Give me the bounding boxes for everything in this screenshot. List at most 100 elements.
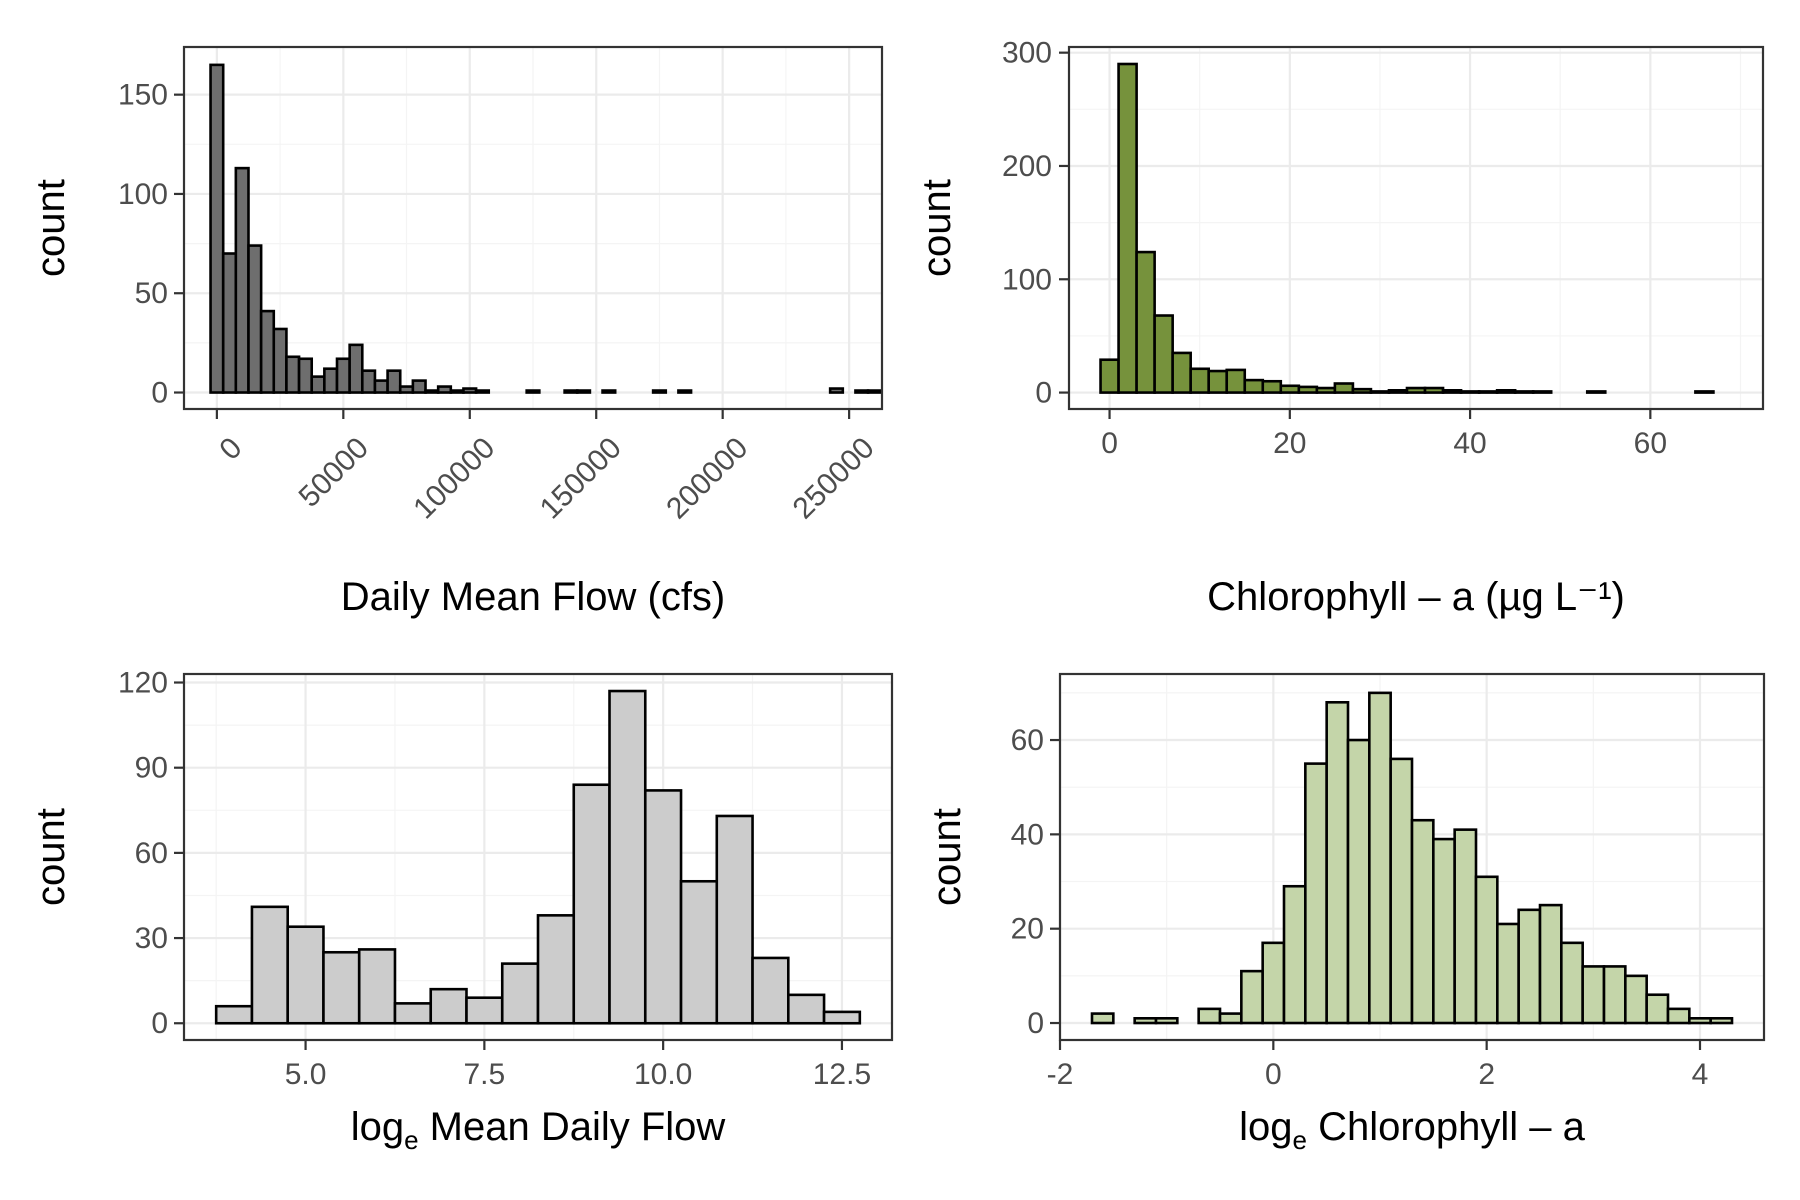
- x-axis-title: Daily Mean Flow (cfs): [341, 575, 726, 619]
- histogram-bar: [1410, 818, 1435, 1025]
- histogram-bar: [1351, 387, 1373, 394]
- histogram-bar: [323, 367, 339, 394]
- histogram-bar: [1517, 908, 1542, 1025]
- histogram-bar: [1333, 382, 1355, 394]
- histogram-bar: [1441, 389, 1463, 394]
- y-tick-label: 150: [118, 79, 168, 112]
- histogram-bar: [500, 962, 540, 1025]
- histogram-bar: [1387, 389, 1409, 394]
- histogram-bar: [828, 387, 845, 394]
- histogram-bar: [1225, 368, 1247, 394]
- histogram-bar: [1282, 884, 1307, 1025]
- histogram-bar: [386, 369, 402, 394]
- histogram-bar: [608, 689, 647, 1025]
- histogram-bar: [1453, 828, 1478, 1025]
- histogram-bar: [462, 387, 478, 394]
- histogram-bar: [572, 783, 611, 1025]
- histogram-bar: [1154, 1017, 1179, 1025]
- y-tick-label: 40: [1011, 818, 1044, 851]
- histogram-bar: [1135, 250, 1156, 394]
- histogram-bar: [465, 996, 504, 1025]
- y-tick-label: 50: [135, 277, 168, 310]
- histogram-bar: [247, 244, 263, 394]
- x-tick-label: 2: [1478, 1058, 1495, 1091]
- y-tick-label: 0: [151, 377, 168, 410]
- y-tick-label: 0: [1027, 1007, 1044, 1040]
- histogram-bar: [393, 1002, 433, 1025]
- panel-bottom-left: 0 30 60 90 120 5.0 7.5 10.0 12.5 count loge Mean D…: [29, 667, 894, 1155]
- histogram-bar: [601, 389, 617, 394]
- histogram-bar: [322, 950, 361, 1025]
- histogram-bar: [563, 389, 579, 394]
- y-tick-label: 0: [151, 1007, 168, 1040]
- histogram-bar: [679, 879, 719, 1025]
- x-tick-label: 0: [1265, 1058, 1282, 1091]
- histogram-bar: [209, 63, 225, 394]
- x-tick-label: 7.5: [464, 1058, 506, 1091]
- y-axis-title: count: [915, 179, 959, 277]
- histogram-bar: [1624, 974, 1648, 1025]
- histogram-bar: [751, 956, 790, 1025]
- histogram-bar: [1694, 390, 1715, 394]
- panel-border: [1058, 672, 1766, 1042]
- histogram-bar: [1261, 379, 1283, 394]
- histogram-bar: [1346, 738, 1371, 1025]
- y-tick-label: 90: [135, 752, 168, 785]
- histogram-bar: [715, 814, 754, 1025]
- x-tick-label: 20: [1273, 427, 1306, 460]
- histogram-bar: [866, 389, 883, 394]
- histogram-bar: [1459, 390, 1481, 394]
- histogram-bar: [1090, 1012, 1115, 1025]
- x-tick-label: 5.0: [285, 1058, 327, 1091]
- panel-border: [1067, 45, 1765, 411]
- histogram-bar: [398, 385, 415, 394]
- histogram-bar: [1432, 837, 1456, 1025]
- x-tick-label: 60: [1634, 427, 1667, 460]
- histogram-bar: [787, 993, 826, 1025]
- y-tick-label: 0: [1035, 377, 1052, 410]
- x-tick-label: 4: [1692, 1058, 1709, 1091]
- histogram-bar: [424, 389, 440, 394]
- panel-background: [1069, 47, 1763, 409]
- histogram-bar: [1153, 314, 1174, 394]
- histogram-bar: [1581, 965, 1606, 1025]
- histogram-bar: [1423, 386, 1445, 394]
- histogram-bar: [1666, 1007, 1691, 1025]
- histogram-bar: [651, 389, 668, 394]
- histogram-bar: [1261, 941, 1286, 1025]
- y-tick-label: 20: [1011, 913, 1044, 946]
- histogram-bar: [234, 166, 250, 394]
- histogram-bar: [285, 355, 301, 394]
- histogram-bar: [1538, 903, 1563, 1025]
- histogram-bar: [221, 252, 238, 394]
- histogram-bar: [436, 385, 453, 394]
- histogram-bar: [429, 987, 468, 1025]
- histogram-bar: [373, 379, 389, 394]
- histogram-bar: [1171, 351, 1192, 394]
- histogram-bar: [310, 375, 326, 394]
- histogram-bar: [286, 925, 325, 1025]
- y-axis-title: count: [29, 808, 73, 906]
- histogram-bar: [1368, 691, 1392, 1025]
- histogram-bar: [250, 905, 289, 1025]
- histogram-bar: [1477, 390, 1499, 394]
- histogram-bar: [1645, 993, 1670, 1025]
- histogram-bar: [1197, 1007, 1222, 1025]
- histogram-bar: [1513, 390, 1535, 394]
- histogram-bar: [536, 914, 576, 1025]
- histogram-bar: [1189, 367, 1211, 394]
- y-tick-label: 60: [135, 837, 168, 870]
- histogram-bar: [1243, 378, 1265, 394]
- y-tick-label: 120: [118, 667, 168, 700]
- histogram-bar: [1117, 62, 1138, 394]
- histogram-bar: [677, 389, 693, 394]
- histogram-bar: [335, 357, 351, 394]
- histogram-bar: [1218, 1012, 1243, 1025]
- histogram-bar: [1405, 386, 1427, 394]
- histogram-bar: [1369, 390, 1391, 394]
- histogram-bar: [575, 389, 592, 394]
- y-tick-label: 100: [118, 178, 168, 211]
- x-tick-label: 40: [1453, 427, 1486, 460]
- x-axis-title: Chlorophyll – a (µg L⁻¹): [1207, 575, 1625, 619]
